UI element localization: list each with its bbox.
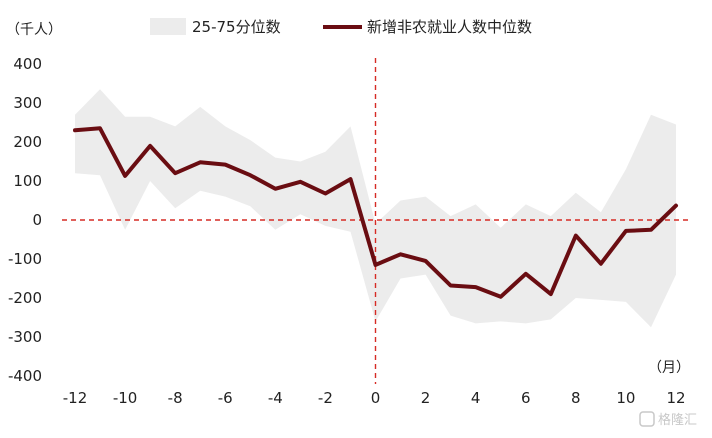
y-tick-label: -300	[8, 328, 42, 346]
y-tick-label: 0	[32, 211, 42, 229]
legend-label-line: 新增非农就业人数中位数	[367, 18, 532, 36]
watermark: 格隆汇	[639, 411, 697, 428]
y-tick-label: -200	[8, 289, 42, 307]
y-tick-label: -400	[8, 367, 42, 385]
x-tick-label: 4	[471, 389, 481, 407]
legend-swatch-band	[150, 18, 186, 35]
x-tick-label: 12	[666, 389, 685, 407]
x-tick-label: 10	[616, 389, 635, 407]
reference-lines	[62, 58, 692, 384]
x-tick-label: 2	[421, 389, 431, 407]
y-tick-label: -100	[8, 250, 42, 268]
x-tick-label: 8	[571, 389, 581, 407]
x-tick-label: -12	[63, 389, 88, 407]
x-tick-label: -8	[168, 389, 183, 407]
iqr-band	[75, 89, 676, 328]
watermark-text: 格隆汇	[658, 412, 697, 428]
x-tick-label: -2	[318, 389, 333, 407]
y-unit-label: （千人）	[6, 22, 62, 38]
x-tick-label: 6	[521, 389, 531, 407]
x-unit-label: （月）	[648, 360, 690, 376]
iqr-band-layer	[75, 89, 676, 328]
x-tick-label: -4	[268, 389, 283, 407]
watermark-logo-icon	[639, 411, 655, 427]
y-tick-label: 300	[13, 94, 42, 112]
y-tick-label: 100	[13, 172, 42, 190]
legend: 25-75分位数 新增非农就业人数中位数	[150, 18, 532, 36]
y-axis-ticks: 400 300 200 100 0 -100 -200 -300 -400	[8, 55, 42, 385]
median-line-layer	[73, 126, 678, 299]
x-tick-label: 0	[371, 389, 381, 407]
x-tick-label: -6	[218, 389, 233, 407]
y-tick-label: 200	[13, 133, 42, 151]
legend-label-band: 25-75分位数	[192, 18, 281, 36]
y-tick-label: 400	[13, 55, 42, 73]
x-axis-ticks: -12 -10 -8 -6 -4 -2 0 2 4 6 8 10 12	[63, 389, 686, 407]
x-tick-label: -10	[113, 389, 138, 407]
